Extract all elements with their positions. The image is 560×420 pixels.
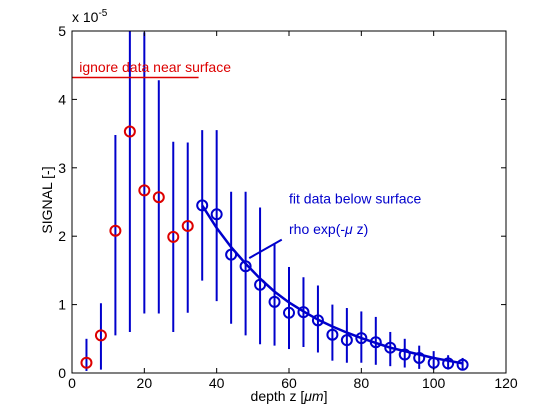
below-surface-point — [268, 295, 281, 308]
near-surface-point — [181, 219, 194, 232]
plot-content — [72, 31, 469, 371]
below-surface-point — [340, 334, 353, 347]
near-surface-point — [109, 224, 122, 237]
near-surface-point — [167, 230, 180, 243]
ignore-near-surface-label: ignore data near surface — [79, 59, 231, 75]
axes: 0 20 40 60 80 100 120 0 1 2 3 4 5 — [58, 23, 518, 391]
x-tick-label: 20 — [137, 375, 153, 391]
fit-pointer-line — [248, 238, 283, 259]
x-tick-label: 40 — [209, 375, 225, 391]
y-scale-label: x 10-5 — [72, 8, 108, 25]
near-surface-point — [138, 184, 151, 197]
x-tick-label: 0 — [68, 375, 76, 391]
below-surface-point — [384, 341, 397, 354]
below-surface-point — [355, 332, 368, 345]
below-surface-point — [413, 351, 426, 364]
below-surface-point — [283, 306, 295, 319]
x-tick-label: 60 — [281, 375, 297, 391]
x-tick-label: 120 — [494, 375, 518, 391]
below-surface-point — [398, 348, 411, 361]
below-surface-point — [326, 328, 339, 341]
below-surface-point — [311, 314, 324, 327]
below-surface-point — [456, 358, 469, 371]
fit-label-line1: fit data below surface — [289, 190, 422, 206]
x-tick-label: 80 — [354, 375, 370, 391]
y-tick-label: 2 — [58, 228, 66, 244]
y-tick-label: 0 — [58, 365, 66, 381]
near-surface-point — [123, 125, 136, 138]
below-surface-point — [369, 336, 382, 349]
below-surface-point — [254, 278, 267, 291]
below-surface-point — [196, 199, 209, 212]
x-axis-label: depth z [μm] — [251, 388, 328, 404]
below-surface-point — [427, 356, 440, 369]
x-tick-label: 100 — [422, 375, 446, 391]
fit-label-line2: rho exp(-μ z) — [289, 221, 368, 237]
near-surface-point — [94, 329, 107, 342]
y-tick-label: 4 — [58, 91, 66, 107]
below-surface-point — [239, 260, 252, 273]
y-tick-label: 3 — [58, 160, 66, 176]
below-surface-point — [225, 248, 238, 261]
y-tick-label: 5 — [58, 23, 66, 39]
below-surface-point — [297, 306, 310, 319]
y-axis-label: SIGNAL [-] — [39, 166, 55, 233]
fit-curve-line — [201, 204, 463, 365]
below-surface-point — [442, 357, 455, 370]
near-surface-point — [80, 356, 93, 369]
near-surface-point — [152, 191, 165, 204]
below-surface-point — [210, 208, 223, 221]
y-tick-label: 1 — [58, 297, 66, 313]
